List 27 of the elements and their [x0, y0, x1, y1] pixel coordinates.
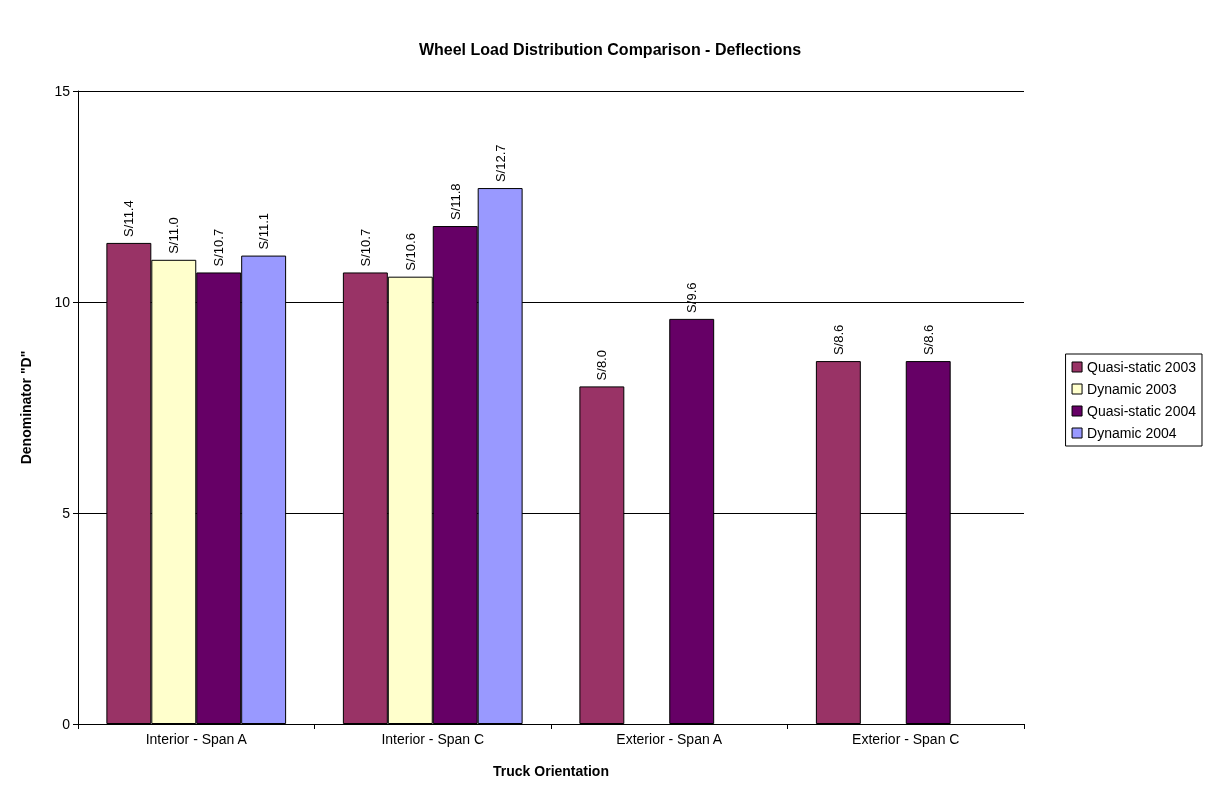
data-label: S/8.0: [594, 350, 610, 381]
data-label: S/10.7: [211, 228, 227, 267]
x-tick-label: Interior - Span C: [381, 731, 485, 747]
chart-title: Wheel Load Distribution Comparison - Deflections: [418, 40, 802, 58]
legend-label: Quasi-static 2003: [1087, 359, 1197, 375]
legend-label: Quasi-static 2004: [1087, 403, 1197, 419]
y-tick-label: 15: [54, 83, 71, 99]
data-label: S/9.6: [684, 282, 700, 313]
data-label: S/11.8: [447, 183, 463, 221]
data-label: S/11.1: [256, 212, 272, 250]
data-label: S/11.0: [166, 217, 182, 254]
x-tick-label: Exterior - Span C: [852, 731, 960, 747]
legend-label: Dynamic 2003: [1087, 381, 1177, 397]
y-axis-title: Denominator "D": [18, 350, 34, 465]
y-tick-label: 5: [62, 505, 71, 521]
x-tick-label: Interior - Span A: [145, 731, 248, 747]
data-label: S/10.7: [357, 228, 373, 267]
data-label: S/8.6: [920, 324, 936, 356]
x-axis-title: Truck Orientation: [493, 763, 609, 779]
data-label: S/11.4: [121, 200, 137, 237]
data-label: S/8.6: [830, 324, 846, 356]
data-label: S/10.6: [402, 233, 418, 271]
x-tick-label: Exterior - Span A: [616, 731, 723, 747]
data-label: S/12.7: [492, 144, 508, 183]
legend-label: Dynamic 2004: [1087, 425, 1177, 441]
y-tick-label: 0: [62, 716, 71, 732]
y-tick-label: 10: [54, 294, 71, 310]
